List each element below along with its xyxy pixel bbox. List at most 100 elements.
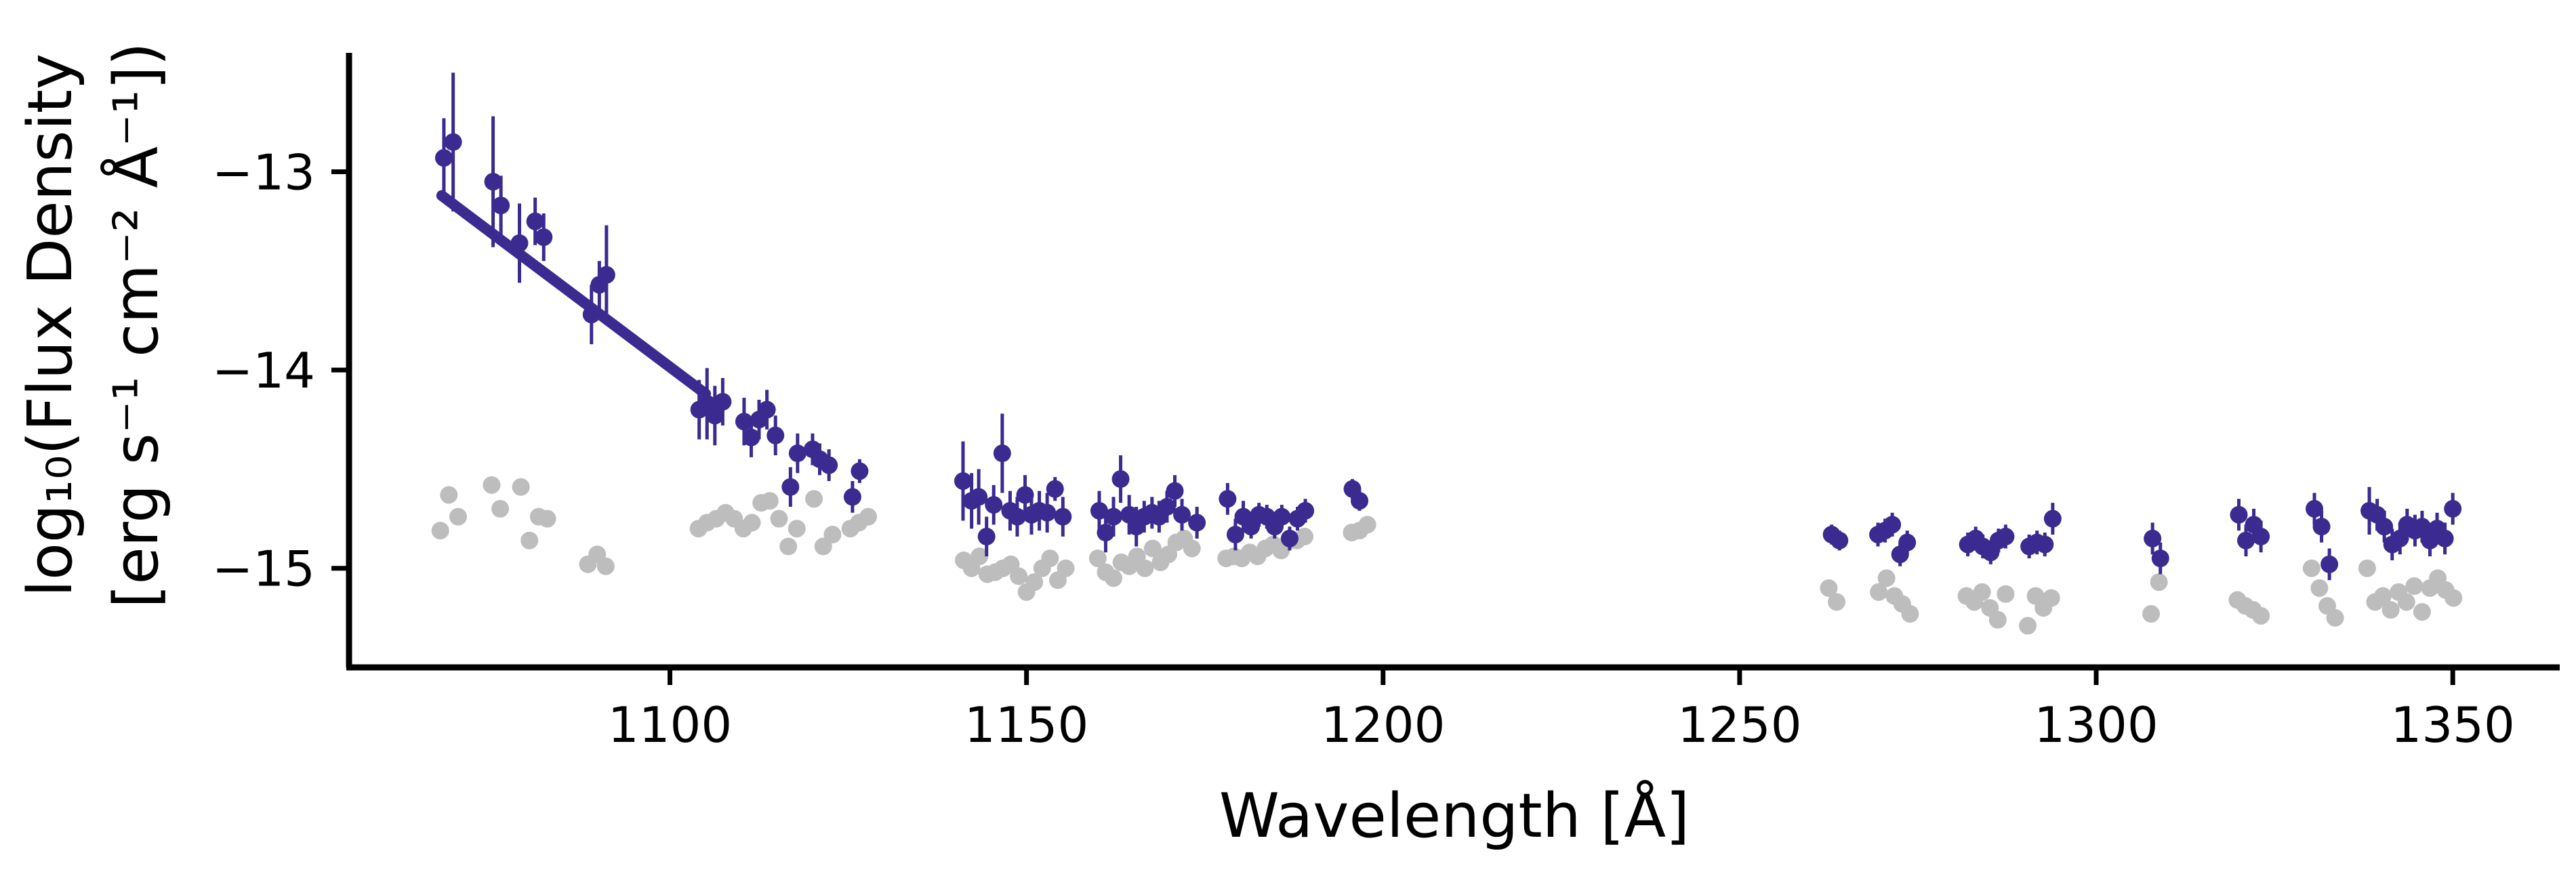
data-point [2252, 527, 2270, 545]
background-point [483, 476, 501, 494]
data-point [1273, 507, 1291, 526]
data-point [1883, 516, 1902, 534]
background-point [2405, 577, 2424, 596]
background-point [970, 547, 989, 566]
background-point [512, 478, 530, 496]
x-tick-label: 1350 [2391, 697, 2515, 753]
background-point [1041, 549, 1059, 568]
x-tick-label: 1200 [1321, 697, 1445, 753]
data-point [788, 444, 806, 463]
background-point [2019, 617, 2037, 635]
data-point [742, 428, 760, 447]
background-point [1997, 585, 2015, 603]
data-point [714, 392, 732, 411]
data-point [2312, 518, 2331, 536]
background-point [1877, 569, 1896, 587]
fit-line [436, 190, 712, 400]
data-point [2036, 535, 2054, 554]
background-point [1901, 605, 1919, 623]
x-axis-label: Wavelength [Å] [1219, 779, 1690, 852]
data-point [706, 407, 724, 425]
data-point [444, 133, 462, 151]
data-point [820, 456, 838, 474]
data-point [582, 306, 600, 324]
data-point [2043, 510, 2062, 528]
x-tick-label: 1300 [2034, 697, 2158, 753]
data-point [1008, 507, 1026, 526]
data-point [1038, 503, 1057, 522]
x-ticks: 1100 1150 1200 1250 1300 1350 [608, 667, 2515, 753]
background-point [2445, 589, 2463, 607]
background-points [431, 476, 2463, 635]
data-point [1280, 529, 1299, 547]
background-point [743, 514, 761, 532]
background-point [2142, 605, 2161, 623]
data-point [2237, 531, 2255, 549]
y-ticks: −13 −14 −15 [212, 144, 349, 598]
background-point [2413, 603, 2431, 621]
background-point [760, 492, 779, 510]
data-point [766, 426, 785, 444]
background-point [1358, 516, 1376, 534]
data-point [758, 400, 776, 419]
y-axis-label: log₁₀(Flux Density [erg s⁻¹ cm⁻² Å⁻¹]) [15, 42, 172, 608]
data-point [851, 462, 869, 480]
data-point [1226, 525, 1244, 543]
data-point [1831, 531, 1849, 549]
background-point [440, 486, 458, 504]
background-point [520, 531, 539, 549]
data-point [985, 496, 1003, 514]
data-point [2151, 549, 2169, 568]
x-tick-label: 1100 [608, 697, 732, 753]
fit-line-group [436, 190, 712, 400]
background-point [2358, 559, 2376, 577]
background-point [1183, 539, 1201, 558]
background-point [1088, 549, 1107, 568]
data-point [2306, 499, 2324, 518]
data-point [1111, 470, 1130, 489]
data-point [977, 527, 996, 545]
y-axis-label-line2: [erg s⁻¹ cm⁻² Å⁻¹]) [100, 42, 172, 608]
data-point [1016, 486, 1034, 504]
background-point [2397, 593, 2415, 611]
background-point [788, 520, 806, 538]
background-point [431, 522, 449, 540]
data-point [970, 488, 988, 506]
background-point [1828, 593, 1846, 611]
data-point [2413, 518, 2431, 536]
data-point [1351, 492, 1369, 510]
background-point [814, 537, 832, 556]
data-point [1173, 505, 1191, 524]
background-point [2374, 587, 2392, 605]
background-point [2302, 559, 2321, 577]
background-point [1143, 539, 1162, 558]
background-point [1820, 579, 1838, 597]
background-point [596, 557, 615, 575]
background-point [1057, 559, 1075, 577]
data-point [2444, 499, 2462, 518]
background-point [538, 510, 556, 528]
data-point [535, 228, 553, 247]
data-point [1188, 514, 1206, 532]
background-point [2150, 573, 2168, 591]
data-point [843, 488, 861, 506]
background-point [2252, 606, 2270, 625]
background-point [779, 537, 798, 556]
data-point [2391, 529, 2409, 547]
data-point [484, 173, 502, 191]
data-point [510, 234, 529, 252]
data-point [1097, 524, 1115, 542]
error-bars [442, 72, 2455, 581]
data-point [1296, 501, 1315, 520]
data-point [1898, 533, 1917, 552]
y-tick-label: −15 [212, 541, 315, 598]
data-point [1105, 507, 1123, 526]
background-point [1136, 559, 1154, 577]
data-point [1219, 490, 1237, 508]
x-tick-label: 1150 [964, 697, 1088, 753]
background-point [1296, 527, 1314, 545]
background-point [1870, 583, 1888, 601]
data-point [1046, 480, 1064, 498]
background-point [2310, 579, 2329, 597]
